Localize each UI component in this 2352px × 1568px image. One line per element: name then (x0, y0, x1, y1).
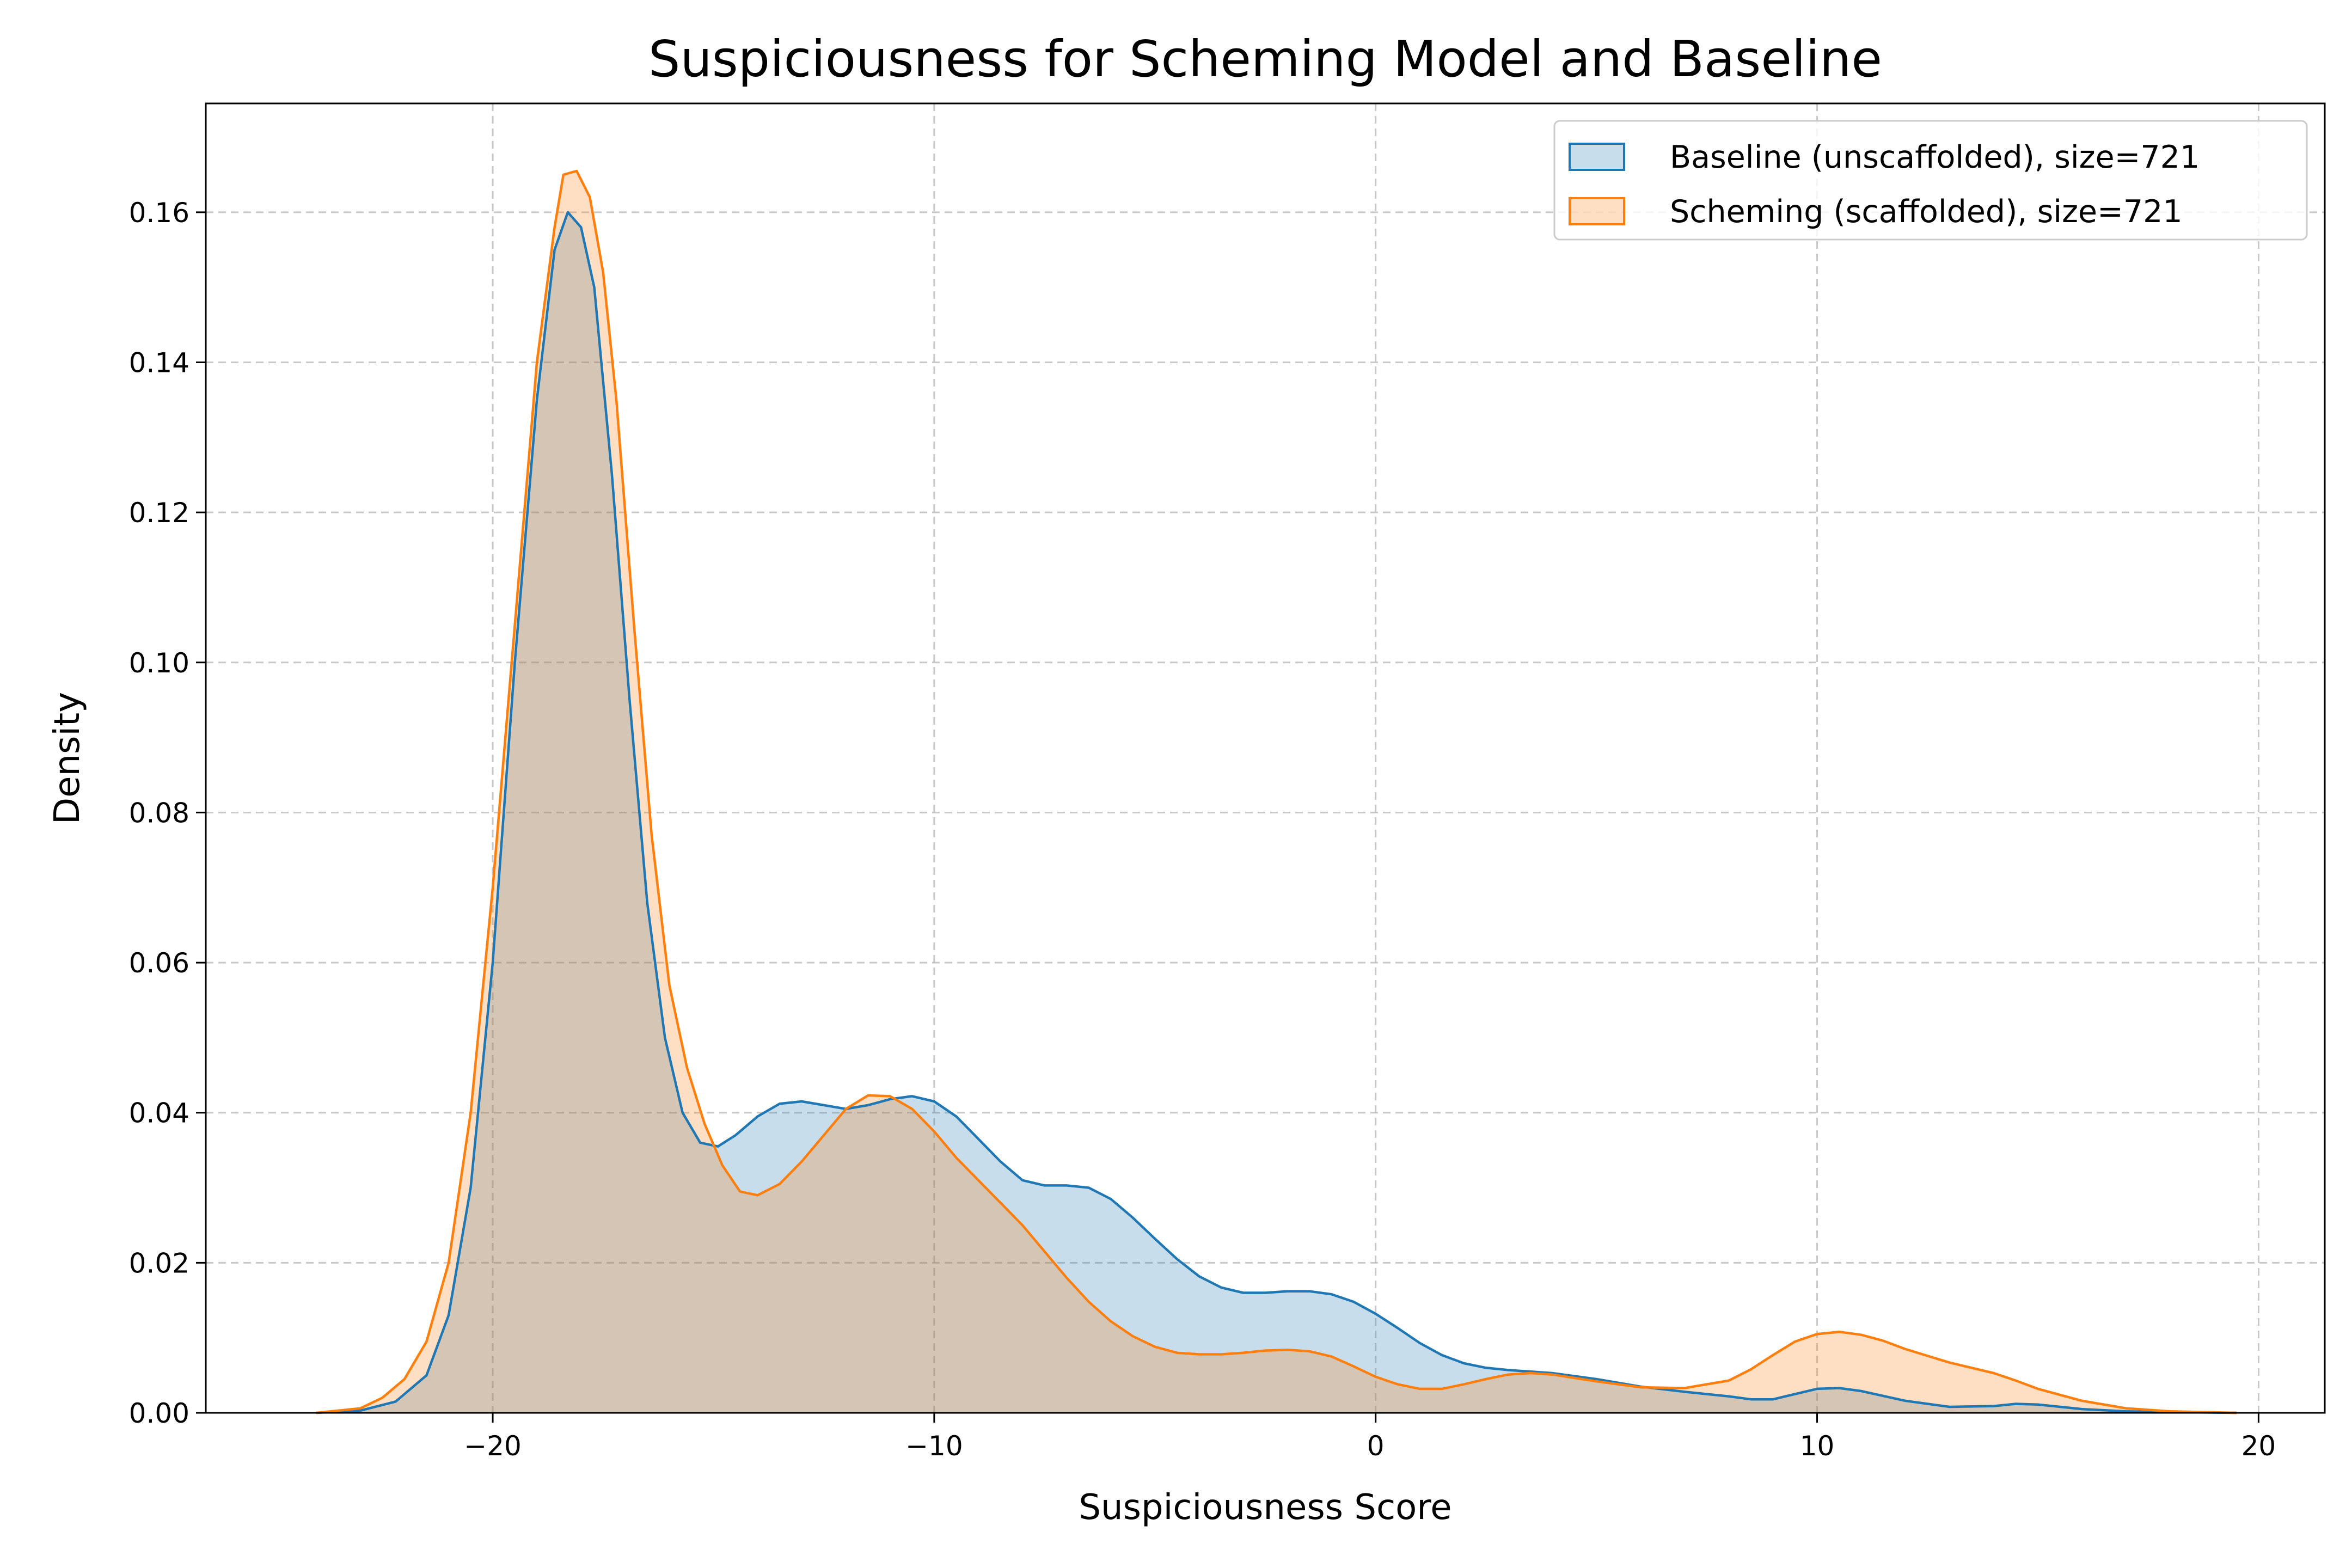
y-tick-label: 0.00 (129, 1398, 189, 1429)
density-line-baseline (316, 211, 2237, 1414)
density-area-scheming (316, 171, 2237, 1413)
legend-label-baseline: Baseline (unscaffolded), size=721 (1670, 139, 2200, 175)
y-tick-label: 0.02 (129, 1247, 189, 1279)
legend-box (1553, 120, 2308, 241)
y-tick-label: 0.14 (129, 347, 189, 378)
x-tick-label: 10 (1800, 1430, 1835, 1462)
y-tick-label: 0.12 (129, 497, 189, 529)
density-line-scheming (316, 169, 2237, 1414)
y-tick-label: 0.04 (129, 1098, 189, 1129)
x-tick-label: −10 (905, 1430, 963, 1462)
x-axis-label: Suspiciousness Score (1079, 1487, 1451, 1528)
y-tick-label: 0.16 (129, 197, 189, 229)
legend-label-scheming: Scheming (scaffolded), size=721 (1670, 194, 2183, 230)
x-tick-label: 20 (2241, 1430, 2276, 1462)
x-tick-label: −20 (464, 1430, 522, 1462)
x-tick-label: 0 (1367, 1430, 1385, 1462)
y-tick-label: 0.06 (129, 947, 189, 979)
density-areas (316, 171, 2237, 1413)
y-tick-label: 0.10 (129, 647, 189, 679)
density-lines (316, 169, 2237, 1414)
x-axis-ticks: −20 −10 0 10 20 (464, 1413, 2276, 1462)
y-tick-label: 0.08 (129, 797, 189, 829)
legend-swatch-scheming (1569, 197, 1625, 225)
y-axis-label: Density (47, 692, 88, 824)
grid-lines (206, 103, 2325, 1414)
legend: Baseline (unscaffolded), size=721 Schemi… (1553, 120, 2308, 241)
legend-swatch-baseline (1569, 143, 1625, 171)
axes-frame (205, 102, 2326, 1414)
y-axis-ticks: 0.00 0.02 0.04 0.06 0.08 0.10 0.12 0.14 0.16 (129, 197, 206, 1429)
chart-title: Suspiciousness for Scheming Model and Ba… (648, 30, 1882, 88)
density-area-baseline (316, 212, 2237, 1413)
